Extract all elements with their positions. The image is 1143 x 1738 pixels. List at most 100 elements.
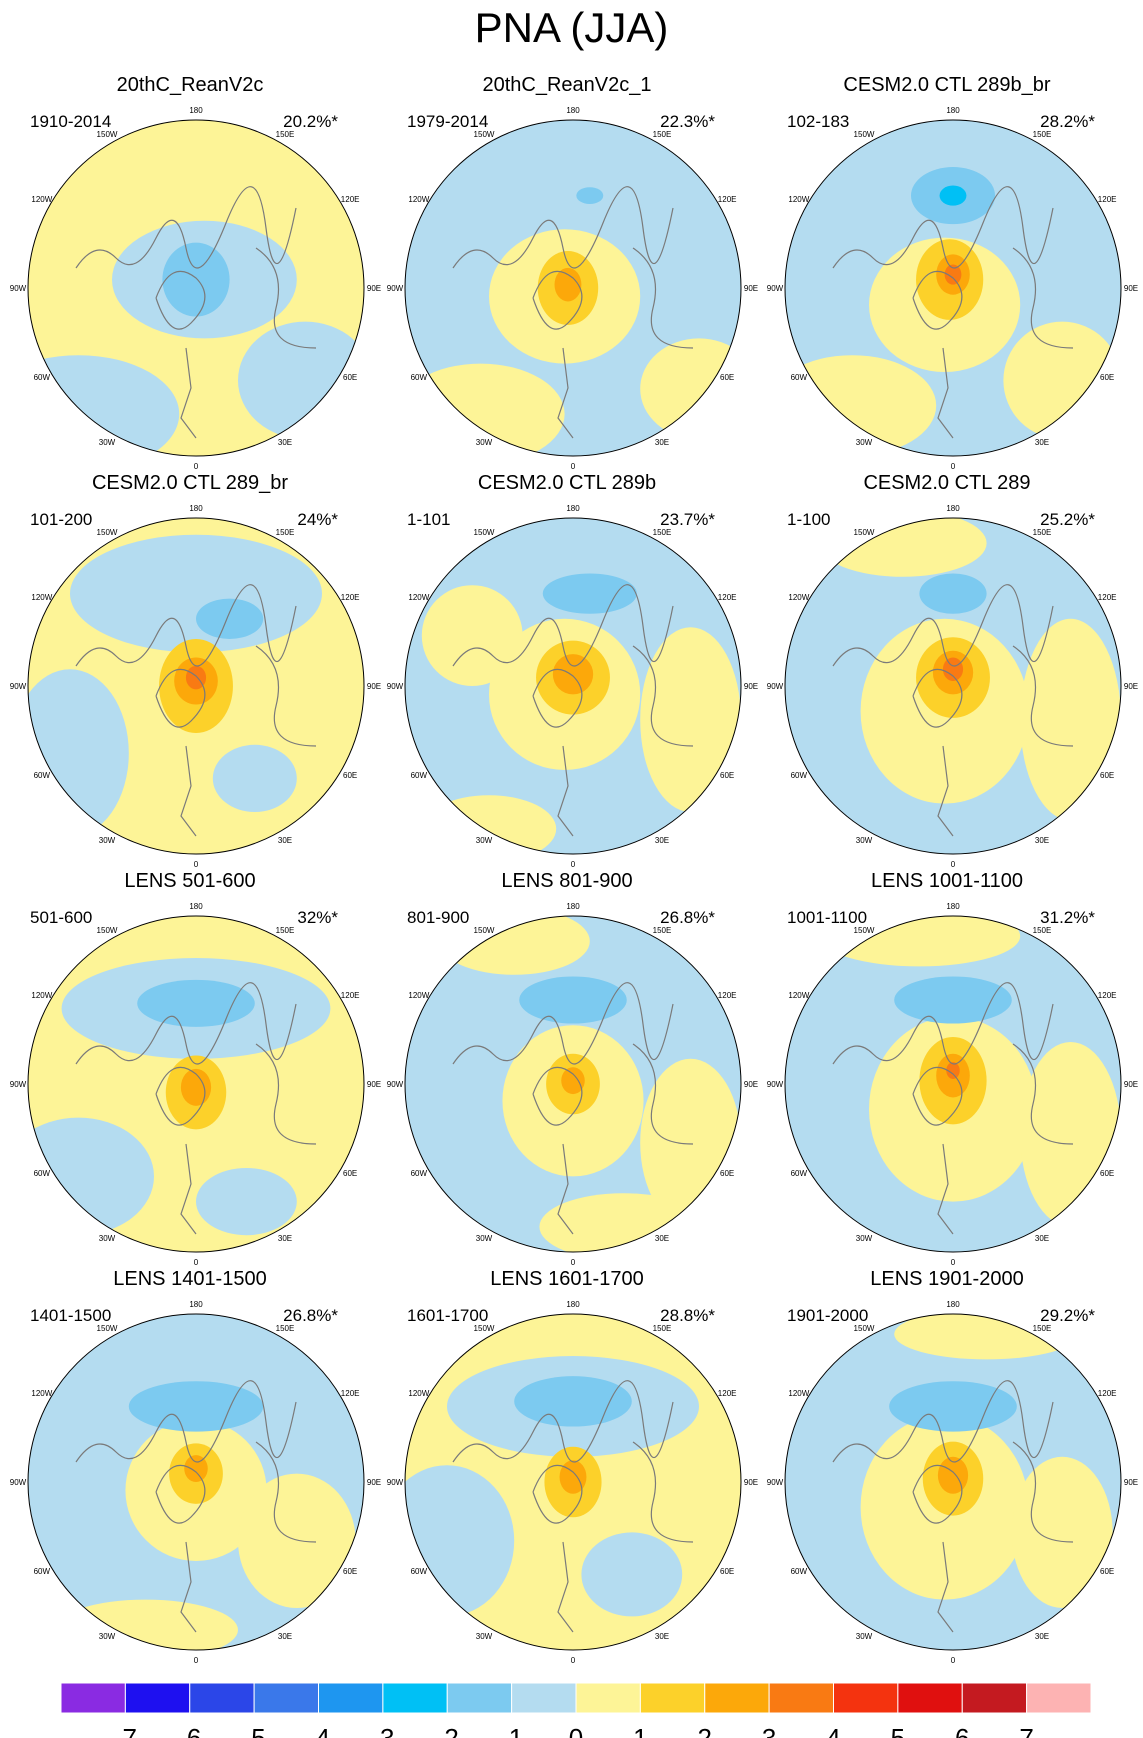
anomaly-contour xyxy=(640,338,741,440)
lon-label: 0 xyxy=(951,1258,956,1267)
lon-label: 90W xyxy=(767,1478,784,1487)
panel-title: LENS 501-600 xyxy=(124,870,256,892)
anomaly-contour xyxy=(939,185,967,206)
map-panel: CESM2.0 CTL 289_br 101-200 24%* 180 150W 150E… xyxy=(0,472,381,869)
lon-label: 180 xyxy=(189,504,203,513)
lon-label: 120W xyxy=(788,195,809,204)
panel-title: 20thC_ReanV2c xyxy=(116,74,264,96)
map-panel: CESM2.0 CTL 289b 1-101 23.7%* 180 150W 150E 12… xyxy=(377,472,758,869)
anomaly-contour xyxy=(552,654,594,695)
lon-label: 30W xyxy=(99,1234,116,1243)
colorbar-tick-label: 3 xyxy=(762,1723,776,1738)
lon-label: 60E xyxy=(1100,771,1114,780)
polar-map: 180 150W 150E 120W 120E 90W 90E 60W 60E 30W 30E 0 xyxy=(767,902,1138,1267)
anomaly-contour xyxy=(1011,1456,1113,1608)
panel-title: LENS 1001-1100 xyxy=(871,870,1023,892)
lon-label: 180 xyxy=(946,1300,960,1309)
lon-label: 60E xyxy=(343,1567,357,1576)
anomaly-contour xyxy=(919,573,987,614)
anomaly-contour xyxy=(421,795,557,854)
lon-label: 180 xyxy=(189,902,203,911)
lon-label: 60W xyxy=(791,373,808,382)
anomaly-contour xyxy=(944,264,962,285)
panel-variance: 26.8%* xyxy=(283,1306,338,1325)
coastline xyxy=(75,982,317,1235)
anomaly-field xyxy=(785,1314,1121,1650)
lon-label: 60W xyxy=(34,1169,51,1178)
panel-period: 1910-2014 xyxy=(30,112,112,131)
panel-variance: 25.2%* xyxy=(1040,510,1095,529)
polar-map: 180 150W 150E 120W 120E 90W 90E 60W 60E 30W 30E 0 xyxy=(387,106,758,471)
lon-label: 30W xyxy=(856,1234,873,1243)
lon-label: 150W xyxy=(854,1324,875,1333)
lon-label: 150W xyxy=(474,130,495,139)
lon-label: 60E xyxy=(343,771,357,780)
panel-variance: 32%* xyxy=(297,908,338,927)
colorbar-swatch xyxy=(382,1682,448,1714)
colorbar-swatch xyxy=(639,1682,706,1714)
lon-label: 150W xyxy=(474,926,495,935)
lon-label: 30E xyxy=(1035,1234,1049,1243)
coastline xyxy=(75,1380,317,1633)
lon-label: 90W xyxy=(387,284,404,293)
lon-label: 90W xyxy=(10,1080,27,1089)
colorbar-swatch xyxy=(1026,1682,1092,1714)
anomaly-contour xyxy=(519,976,627,1024)
lon-label: 90E xyxy=(744,284,758,293)
lon-label: 180 xyxy=(566,1300,580,1309)
lon-label: 150W xyxy=(854,926,875,935)
map-border xyxy=(784,915,1122,1253)
map-panel: CESM2.0 CTL 289 1-100 25.2%* 180 150W 150E 120… xyxy=(757,472,1138,869)
lon-label: 30E xyxy=(278,1632,292,1641)
panel-title: LENS 1601-1700 xyxy=(490,1268,644,1290)
anomaly-contour xyxy=(70,534,322,653)
lon-label: 180 xyxy=(566,902,580,911)
lon-label: 180 xyxy=(566,504,580,513)
lon-label: 150E xyxy=(653,130,672,139)
anomaly-field xyxy=(785,518,1121,854)
panel-period: 1979-2014 xyxy=(407,112,489,131)
lon-label: 0 xyxy=(194,1258,199,1267)
lon-label: 150E xyxy=(1033,1324,1052,1333)
panel-variance: 29.2%* xyxy=(1040,1306,1095,1325)
colorbar-swatch xyxy=(833,1682,899,1714)
polar-map: 180 150W 150E 120W 120E 90W 90E 60W 60E 30W 30E 0 xyxy=(767,106,1138,471)
anomaly-contour xyxy=(554,267,582,302)
lon-label: 60W xyxy=(411,771,428,780)
polar-map: 180 150W 150E 120W 120E 90W 90E 60W 60E 30W 30E 0 xyxy=(387,902,758,1267)
map-border xyxy=(27,915,365,1253)
lon-label: 30E xyxy=(278,836,292,845)
polar-map: 180 150W 150E 120W 120E 90W 90E 60W 60E 30W 30E 0 xyxy=(387,1300,758,1665)
polar-map: 180 150W 150E 120W 120E 90W 90E 60W 60E 30W 30E 0 xyxy=(10,106,381,471)
lon-label: 150W xyxy=(474,1324,495,1333)
panel-period: 1-101 xyxy=(407,510,451,529)
map-border xyxy=(404,119,742,457)
lon-label: 150W xyxy=(97,130,118,139)
colorbar-tick-label: -2 xyxy=(436,1723,459,1738)
anomaly-contour xyxy=(196,1168,297,1236)
anomaly-contour xyxy=(237,1473,356,1608)
colorbar-swatch xyxy=(60,1682,126,1714)
lon-label: 180 xyxy=(189,1300,203,1309)
lon-label: 180 xyxy=(946,106,960,115)
lon-label: 120E xyxy=(718,195,737,204)
lon-label: 120E xyxy=(718,991,737,1000)
lon-label: 120E xyxy=(718,593,737,602)
map-panel: LENS 801-900 801-900 26.8%* 180 150W 150E 120W… xyxy=(377,870,758,1267)
lon-label: 180 xyxy=(946,902,960,911)
colorbar-tick-label: -4 xyxy=(307,1723,330,1738)
lon-label: 120E xyxy=(718,1389,737,1398)
polar-map: 180 150W 150E 120W 120E 90W 90E 60W 60E 30W 30E 0 xyxy=(767,504,1138,869)
lon-label: 90E xyxy=(744,682,758,691)
colorbar-swatch xyxy=(768,1682,834,1714)
panel-period: 801-900 xyxy=(407,908,470,927)
lon-label: 30E xyxy=(278,438,292,447)
lon-label: 90E xyxy=(744,1478,758,1487)
lon-label: 90W xyxy=(767,284,784,293)
colorbar-tick-label: -7 xyxy=(114,1723,137,1738)
lon-label: 30E xyxy=(278,1234,292,1243)
lon-label: 150E xyxy=(276,130,295,139)
lon-label: 150W xyxy=(854,528,875,537)
lon-label: 120W xyxy=(408,593,429,602)
colorbar-tick-label: 5 xyxy=(891,1723,905,1738)
